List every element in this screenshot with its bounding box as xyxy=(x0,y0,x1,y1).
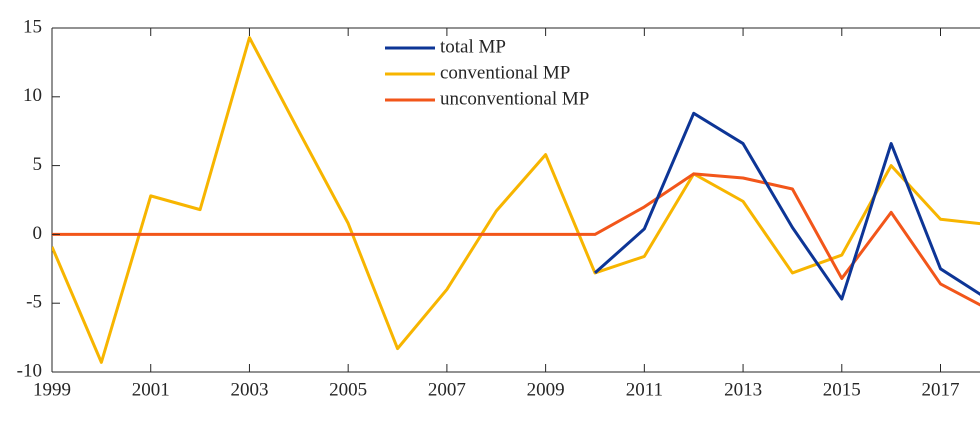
y-tick-label: -10 xyxy=(17,360,42,381)
y-tick-label: 5 xyxy=(33,154,43,175)
series-line xyxy=(52,36,980,364)
y-tick-label: 0 xyxy=(33,223,43,244)
x-tick-label: 2009 xyxy=(527,379,565,400)
x-tick-label: 2005 xyxy=(329,379,367,400)
x-tick-label: 2001 xyxy=(132,379,170,400)
series-line xyxy=(52,172,980,307)
series-line xyxy=(593,111,980,301)
legend-label: unconventional MP xyxy=(440,88,589,109)
x-tick-label: 1999 xyxy=(33,379,71,400)
y-tick-label: 15 xyxy=(23,16,42,37)
x-tick-label: 2017 xyxy=(922,379,960,400)
y-tick-label: 10 xyxy=(23,85,42,106)
x-tick-label: 2007 xyxy=(428,379,466,400)
legend-label: total MP xyxy=(440,36,506,57)
x-tick-label: 2011 xyxy=(626,379,663,400)
x-tick-label: 2013 xyxy=(724,379,762,400)
plot-area xyxy=(52,36,980,364)
legend-label: conventional MP xyxy=(440,62,570,83)
x-tick-label: 2003 xyxy=(230,379,268,400)
x-tick-label: 2015 xyxy=(823,379,861,400)
y-tick-label: -5 xyxy=(26,292,42,313)
